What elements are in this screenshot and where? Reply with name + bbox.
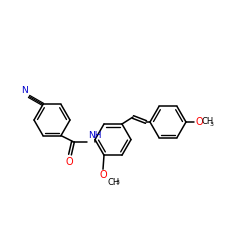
Text: 3: 3	[116, 180, 120, 185]
Text: CH: CH	[108, 178, 120, 187]
Text: O: O	[99, 170, 107, 180]
Text: NH: NH	[88, 131, 102, 140]
Text: O: O	[195, 117, 202, 127]
Text: CH: CH	[202, 118, 214, 126]
Text: 3: 3	[210, 122, 214, 126]
Text: N: N	[21, 86, 28, 96]
Text: O: O	[65, 156, 73, 166]
